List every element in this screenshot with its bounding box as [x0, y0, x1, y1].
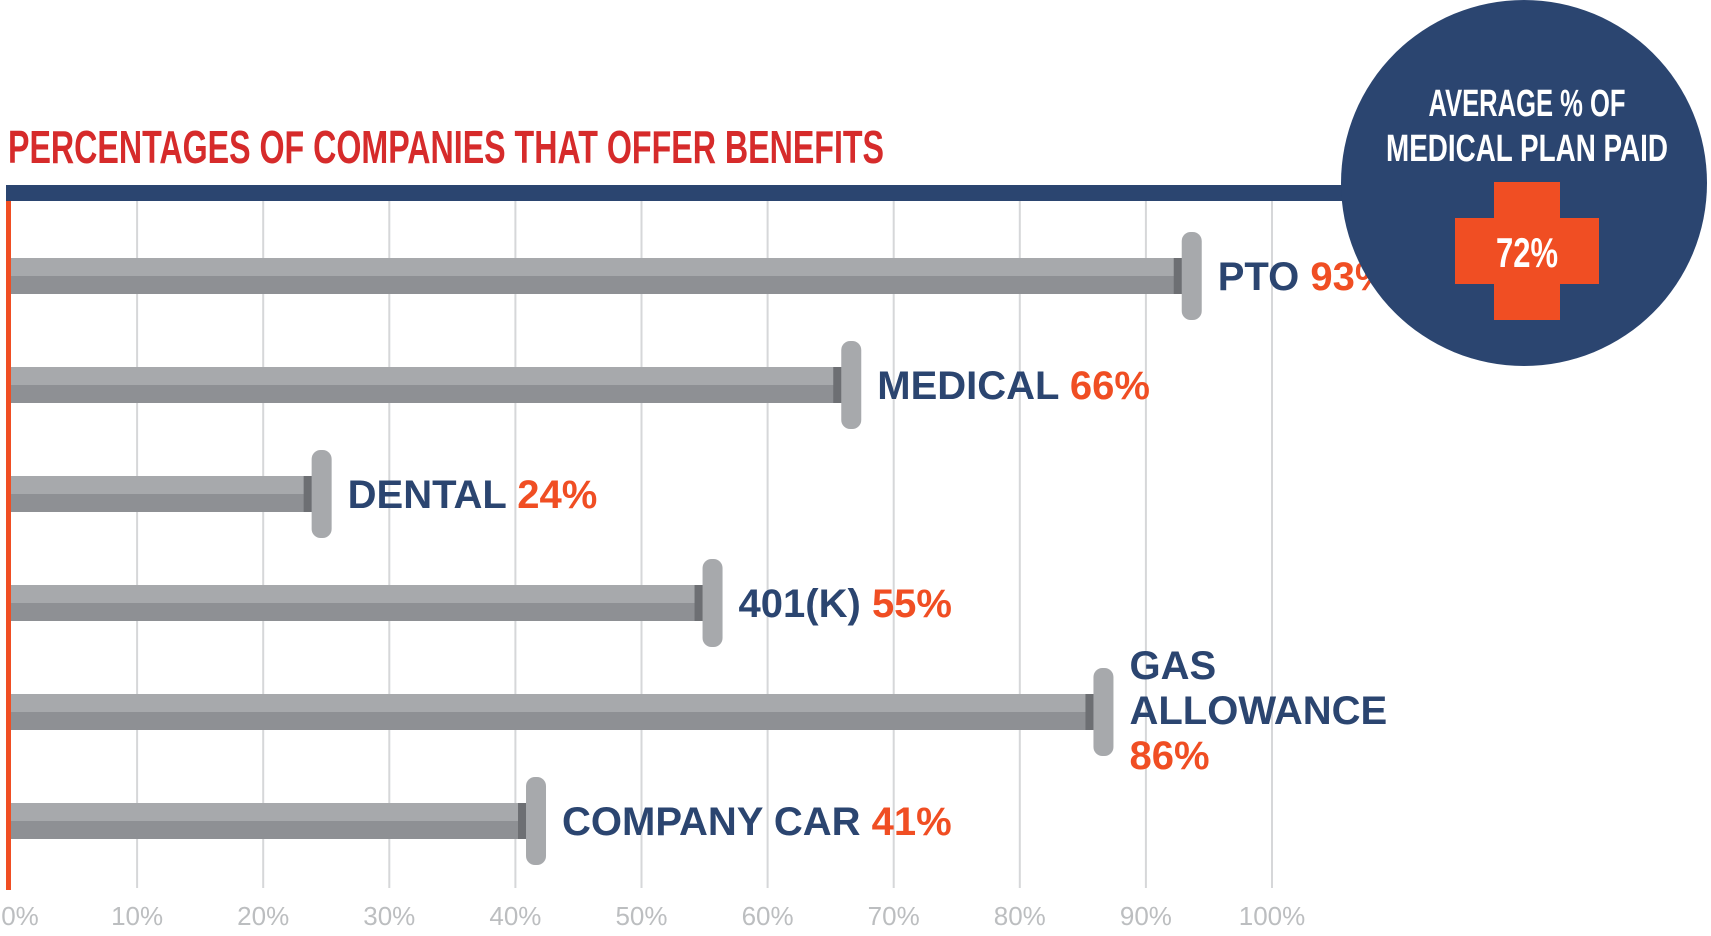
bar-group: 401(K) 55%: [11, 559, 952, 647]
bar-end-band: [303, 476, 314, 512]
bar-end-cap: [702, 559, 723, 647]
bar-shade: [11, 494, 314, 512]
chart-title: PERCENTAGES OF COMPANIES THAT OFFER BENE…: [8, 121, 884, 173]
bar-shade: [11, 821, 529, 839]
x-tick-label: 50%: [615, 901, 667, 931]
bar-category-label: GAS: [1129, 644, 1216, 688]
bar-value-label: 55%: [872, 582, 952, 626]
bar-end-band: [1085, 694, 1096, 730]
bar-value-label: 86%: [1129, 734, 1209, 778]
x-tick-label: 20%: [237, 901, 289, 931]
bar-group: COMPANY CAR 41%: [11, 777, 952, 865]
bar-end-cap: [1181, 232, 1202, 320]
bar-category-label: ALLOWANCE: [1129, 689, 1387, 733]
bar-end-band: [833, 367, 844, 403]
bar-category-text: MEDICAL: [877, 364, 1070, 408]
title-rule: [6, 185, 1346, 201]
bar-category-label: DENTAL 24%: [348, 473, 598, 517]
bar-shade: [11, 603, 705, 621]
medical-cross-icon: [1455, 182, 1599, 320]
x-tick-label: 10%: [111, 901, 163, 931]
badge-line-1: AVERAGE % OF: [1429, 83, 1626, 125]
bars-layer: PTO 93% MEDICAL 66% DENTAL 24% 401(K) 55% GA…: [11, 232, 1390, 865]
x-tick-label: 40%: [489, 901, 541, 931]
bar-shade: [11, 712, 1096, 730]
y-axis-line: [6, 201, 11, 890]
medical-plan-badge: AVERAGE % OF MEDICAL PLAN PAID 72%: [1341, 0, 1707, 366]
x-tick-label: 90%: [1120, 901, 1172, 931]
bar-end-cap: [311, 450, 332, 538]
bar-category-text: 401(K): [739, 582, 872, 626]
bar-end-cap: [526, 777, 547, 865]
x-tick-label: 80%: [994, 901, 1046, 931]
bar-category-label: MEDICAL 66%: [877, 364, 1150, 408]
x-tick-label: 0%: [1, 901, 39, 931]
bar-category-text: PTO: [1218, 255, 1311, 299]
bar-end-band: [694, 585, 705, 621]
bar-value-label: 66%: [1070, 364, 1150, 408]
bar-category-text: DENTAL: [348, 473, 518, 517]
x-axis-ticks: 0% 10% 20% 30% 40% 50% 60% 70% 80% 90% 100%: [1, 901, 1305, 931]
bar-end-cap: [1093, 668, 1114, 756]
bar-end-band: [1173, 258, 1184, 294]
bar-group: PTO 93%: [11, 232, 1390, 320]
bar-category-label: PTO 93%: [1218, 255, 1391, 299]
bar-value-label: 24%: [517, 473, 597, 517]
bar-shade: [11, 276, 1184, 294]
x-tick-label: 70%: [868, 901, 920, 931]
x-tick-label: 30%: [363, 901, 415, 931]
grid-layer: [136, 201, 1273, 888]
bar-category-text: COMPANY CAR: [562, 800, 872, 844]
bar-end-band: [518, 803, 529, 839]
bar-category-label: COMPANY CAR 41%: [562, 800, 952, 844]
bar-group: MEDICAL 66%: [11, 341, 1150, 429]
badge-line-2: MEDICAL PLAN PAID: [1386, 128, 1668, 170]
bar-value-label: 41%: [872, 800, 952, 844]
x-tick-label: 100%: [1239, 901, 1306, 931]
bar-end-cap: [841, 341, 862, 429]
x-tick-label: 60%: [742, 901, 794, 931]
bar-category-label: 401(K) 55%: [739, 582, 952, 626]
bar-group: DENTAL 24%: [11, 450, 597, 538]
badge-value: 72%: [1496, 229, 1558, 276]
bar-shade: [11, 385, 844, 403]
